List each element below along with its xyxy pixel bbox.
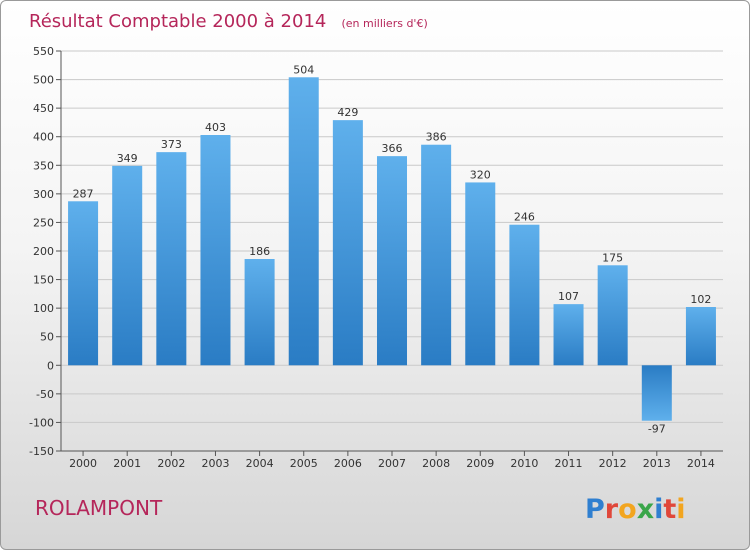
x-tick-label-2006: 2006 [334, 457, 362, 470]
x-tick-label-2010: 2010 [510, 457, 538, 470]
y-tick-label: -150 [29, 445, 54, 458]
value-label-2000: 287 [73, 187, 94, 200]
bar-2005 [288, 77, 319, 366]
bar-2009 [465, 182, 496, 366]
x-tick-label-2012: 2012 [599, 457, 627, 470]
bar-2004 [244, 259, 275, 366]
y-tick-label: -100 [29, 416, 54, 429]
x-tick-label-2009: 2009 [466, 457, 494, 470]
y-tick-label: 200 [33, 245, 54, 258]
y-tick-label: 400 [33, 131, 54, 144]
logo-letter: x [637, 494, 654, 525]
value-label-2001: 349 [117, 152, 138, 165]
bar-2007 [376, 156, 408, 366]
x-tick-label-2011: 2011 [555, 457, 583, 470]
x-tick-label-2003: 2003 [201, 457, 229, 470]
bar-2011 [553, 304, 584, 366]
x-tick-label-2008: 2008 [422, 457, 450, 470]
x-tick-label-2004: 2004 [246, 457, 274, 470]
value-label-2006: 429 [337, 106, 358, 119]
y-tick-label: 250 [33, 216, 54, 229]
value-label-2012: 175 [602, 251, 623, 264]
value-label-2009: 320 [470, 168, 491, 181]
y-tick-label: 550 [33, 45, 54, 58]
bar-2008 [421, 144, 452, 366]
x-tick-label-2002: 2002 [157, 457, 185, 470]
value-label-2013: -97 [648, 423, 666, 436]
bar-2013 [641, 365, 672, 421]
bar-2010 [509, 224, 540, 366]
chart-title: Résultat Comptable 2000 à 2014 [29, 11, 326, 32]
y-tick-label: 0 [47, 359, 54, 372]
value-label-2010: 246 [514, 211, 535, 224]
bar-2012 [597, 265, 628, 366]
logo-letter: r [605, 494, 619, 525]
x-tick-label-2000: 2000 [69, 457, 97, 470]
x-tick-label-2014: 2014 [687, 457, 715, 470]
commune-name: ROLAMPONT [35, 496, 163, 520]
value-label-2008: 386 [426, 131, 447, 144]
chart-title-group: Résultat Comptable 2000 à 2014 (en milli… [29, 11, 428, 32]
proxiti-logo: Proxiti [585, 494, 686, 525]
value-label-2007: 366 [382, 142, 403, 155]
y-tick-label: 50 [40, 331, 54, 344]
bar-2006 [332, 120, 363, 366]
bar-2003 [200, 135, 231, 366]
logo-letter: i [654, 494, 663, 525]
value-label-2002: 373 [161, 138, 182, 151]
x-tick-label-2007: 2007 [378, 457, 406, 470]
axes: -150 -100 -50 0 50 100 150 200 250 300 350 400 450 50… [29, 45, 723, 470]
bar-2014 [685, 307, 716, 366]
y-tick-label: 100 [33, 302, 54, 315]
logo-letter: i [676, 494, 685, 525]
value-label-2003: 403 [205, 121, 226, 134]
logo-letter: P [585, 494, 605, 525]
x-tick-label-2005: 2005 [290, 457, 318, 470]
logo-letter: o [618, 494, 637, 525]
bar-2000 [68, 201, 99, 366]
value-label-2004: 186 [249, 245, 270, 258]
y-tick-label: 450 [33, 102, 54, 115]
logo-letter: t [663, 494, 676, 525]
bar-2002 [156, 152, 187, 366]
y-tick-label: -50 [36, 388, 54, 401]
y-tick-label: 150 [33, 274, 54, 287]
value-label-2005: 504 [293, 63, 314, 76]
y-tick-label: 500 [33, 74, 54, 87]
value-labels: 287 349 373 403 186 504 429 366 386 320 246 107 175 -… [73, 63, 712, 435]
bars [68, 77, 716, 421]
y-tick-label: 300 [33, 188, 54, 201]
value-label-2014: 102 [690, 293, 711, 306]
x-tick-label-2013: 2013 [643, 457, 671, 470]
chart-unit: (en milliers d'€) [341, 17, 427, 30]
x-tick-label-2001: 2001 [113, 457, 141, 470]
bar-2001 [112, 165, 143, 366]
value-label-2011: 107 [558, 290, 579, 303]
y-tick-label: 350 [33, 159, 54, 172]
